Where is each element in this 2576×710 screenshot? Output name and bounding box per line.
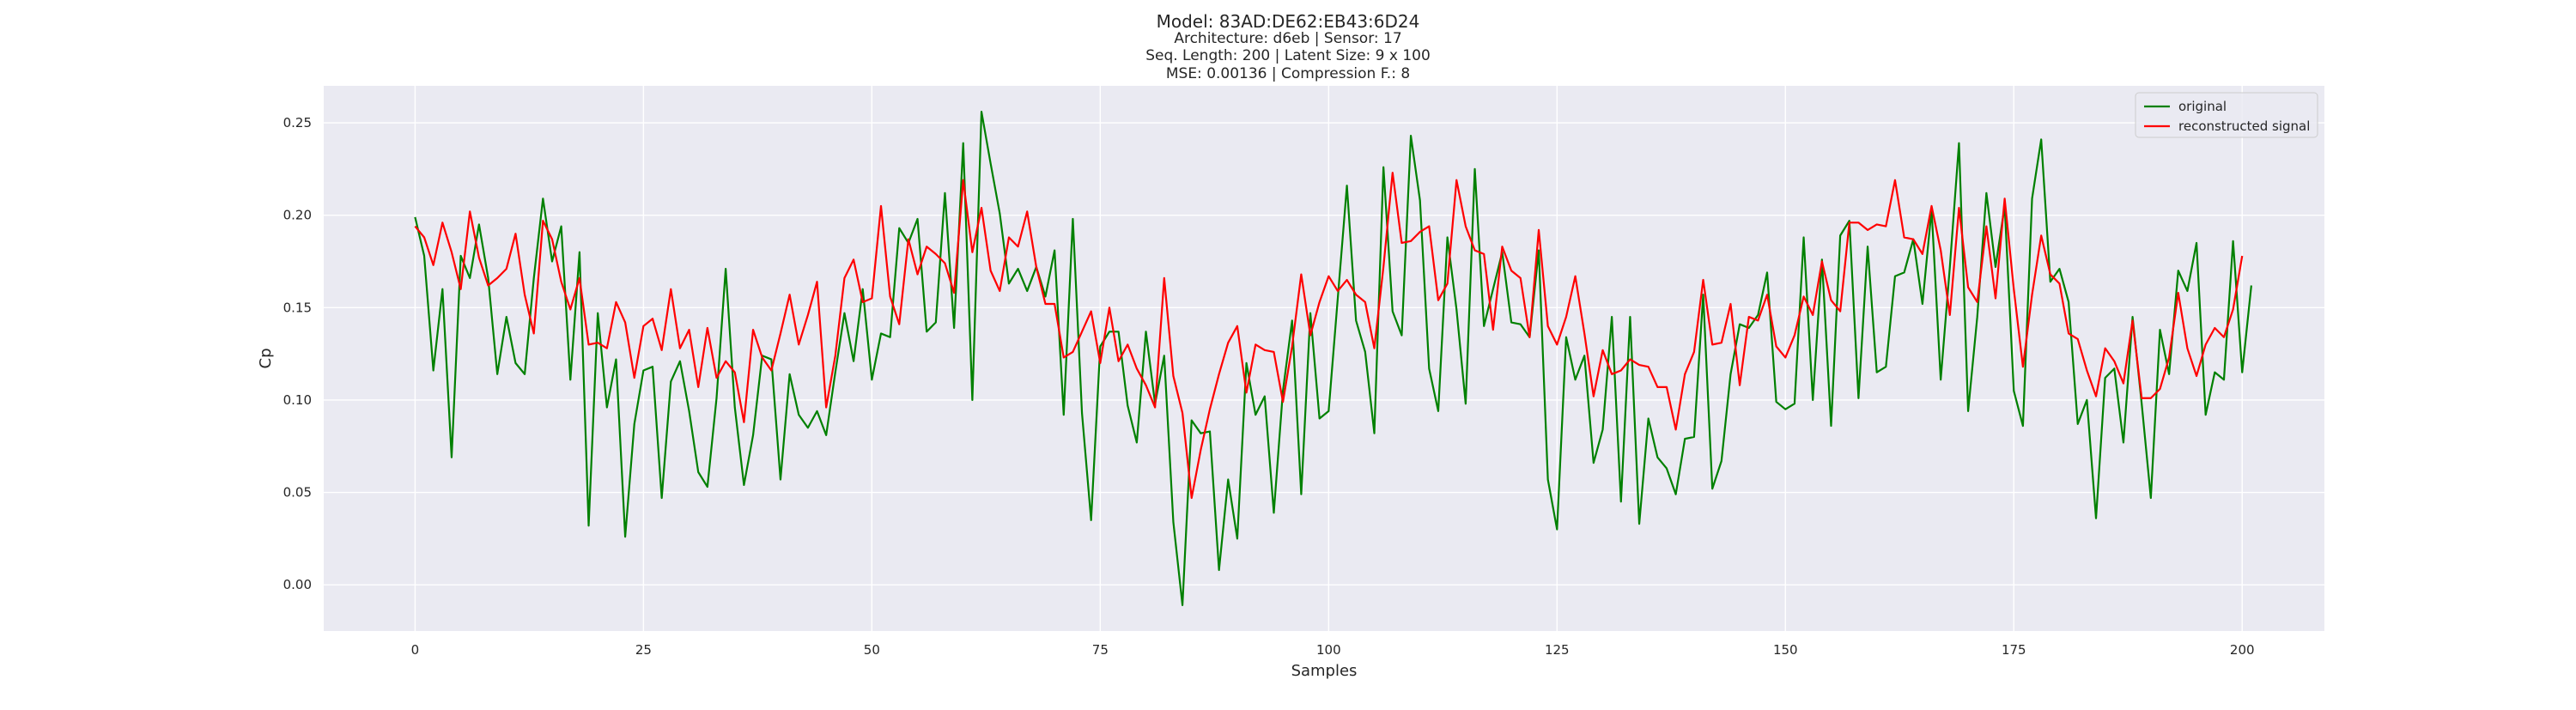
x-tick-label: 100 xyxy=(1316,642,1341,658)
y-tick-label: 0.10 xyxy=(283,392,312,408)
series-layer xyxy=(414,111,2252,606)
series-line-original xyxy=(414,111,2252,606)
x-tick-label: 150 xyxy=(1773,642,1798,658)
y-tick-label: 0.05 xyxy=(283,485,312,501)
y-axis-ticks: 0.00 0.05 0.10 0.15 0.20 0.25 xyxy=(283,115,312,592)
plot-area xyxy=(324,86,2324,631)
x-tick-label: 75 xyxy=(1092,642,1109,658)
legend-label: reconstructed signal xyxy=(2178,118,2310,134)
x-tick-label: 25 xyxy=(635,642,652,658)
x-tick-label: 50 xyxy=(864,642,880,658)
legend-label: original xyxy=(2178,99,2227,114)
x-tick-label: 0 xyxy=(411,642,420,658)
x-tick-label: 125 xyxy=(1545,642,1570,658)
legend: original reconstructed signal xyxy=(2135,92,2318,138)
x-axis-label: Samples xyxy=(1291,662,1358,680)
y-axis-label: Cp xyxy=(257,349,275,369)
y-tick-label: 0.20 xyxy=(283,208,312,223)
series-line-reconstructed-signal xyxy=(414,172,2244,500)
chart-subtitle-mse: MSE: 0.00136 | Compression F.: 8 xyxy=(1166,65,1410,82)
legend-box xyxy=(2135,92,2318,138)
chart-titles: Model: 83AD:DE62:EB43:6D24 Architecture:… xyxy=(1145,11,1431,82)
chart-subtitle-architecture: Architecture: d6eb | Sensor: 17 xyxy=(1174,30,1401,47)
y-tick-label: 0.15 xyxy=(283,300,312,315)
chart-subtitle-sequence: Seq. Length: 200 | Latent Size: 9 x 100 xyxy=(1145,47,1431,64)
grid-lines xyxy=(324,86,2324,631)
y-tick-label: 0.00 xyxy=(283,577,312,592)
x-axis-ticks: 0 25 50 75 100 125 150 175 200 xyxy=(411,642,2255,658)
chart-title: Model: 83AD:DE62:EB43:6D24 xyxy=(1157,11,1420,32)
y-tick-label: 0.25 xyxy=(283,115,312,130)
x-tick-label: 175 xyxy=(2002,642,2026,658)
x-tick-label: 200 xyxy=(2230,642,2255,658)
